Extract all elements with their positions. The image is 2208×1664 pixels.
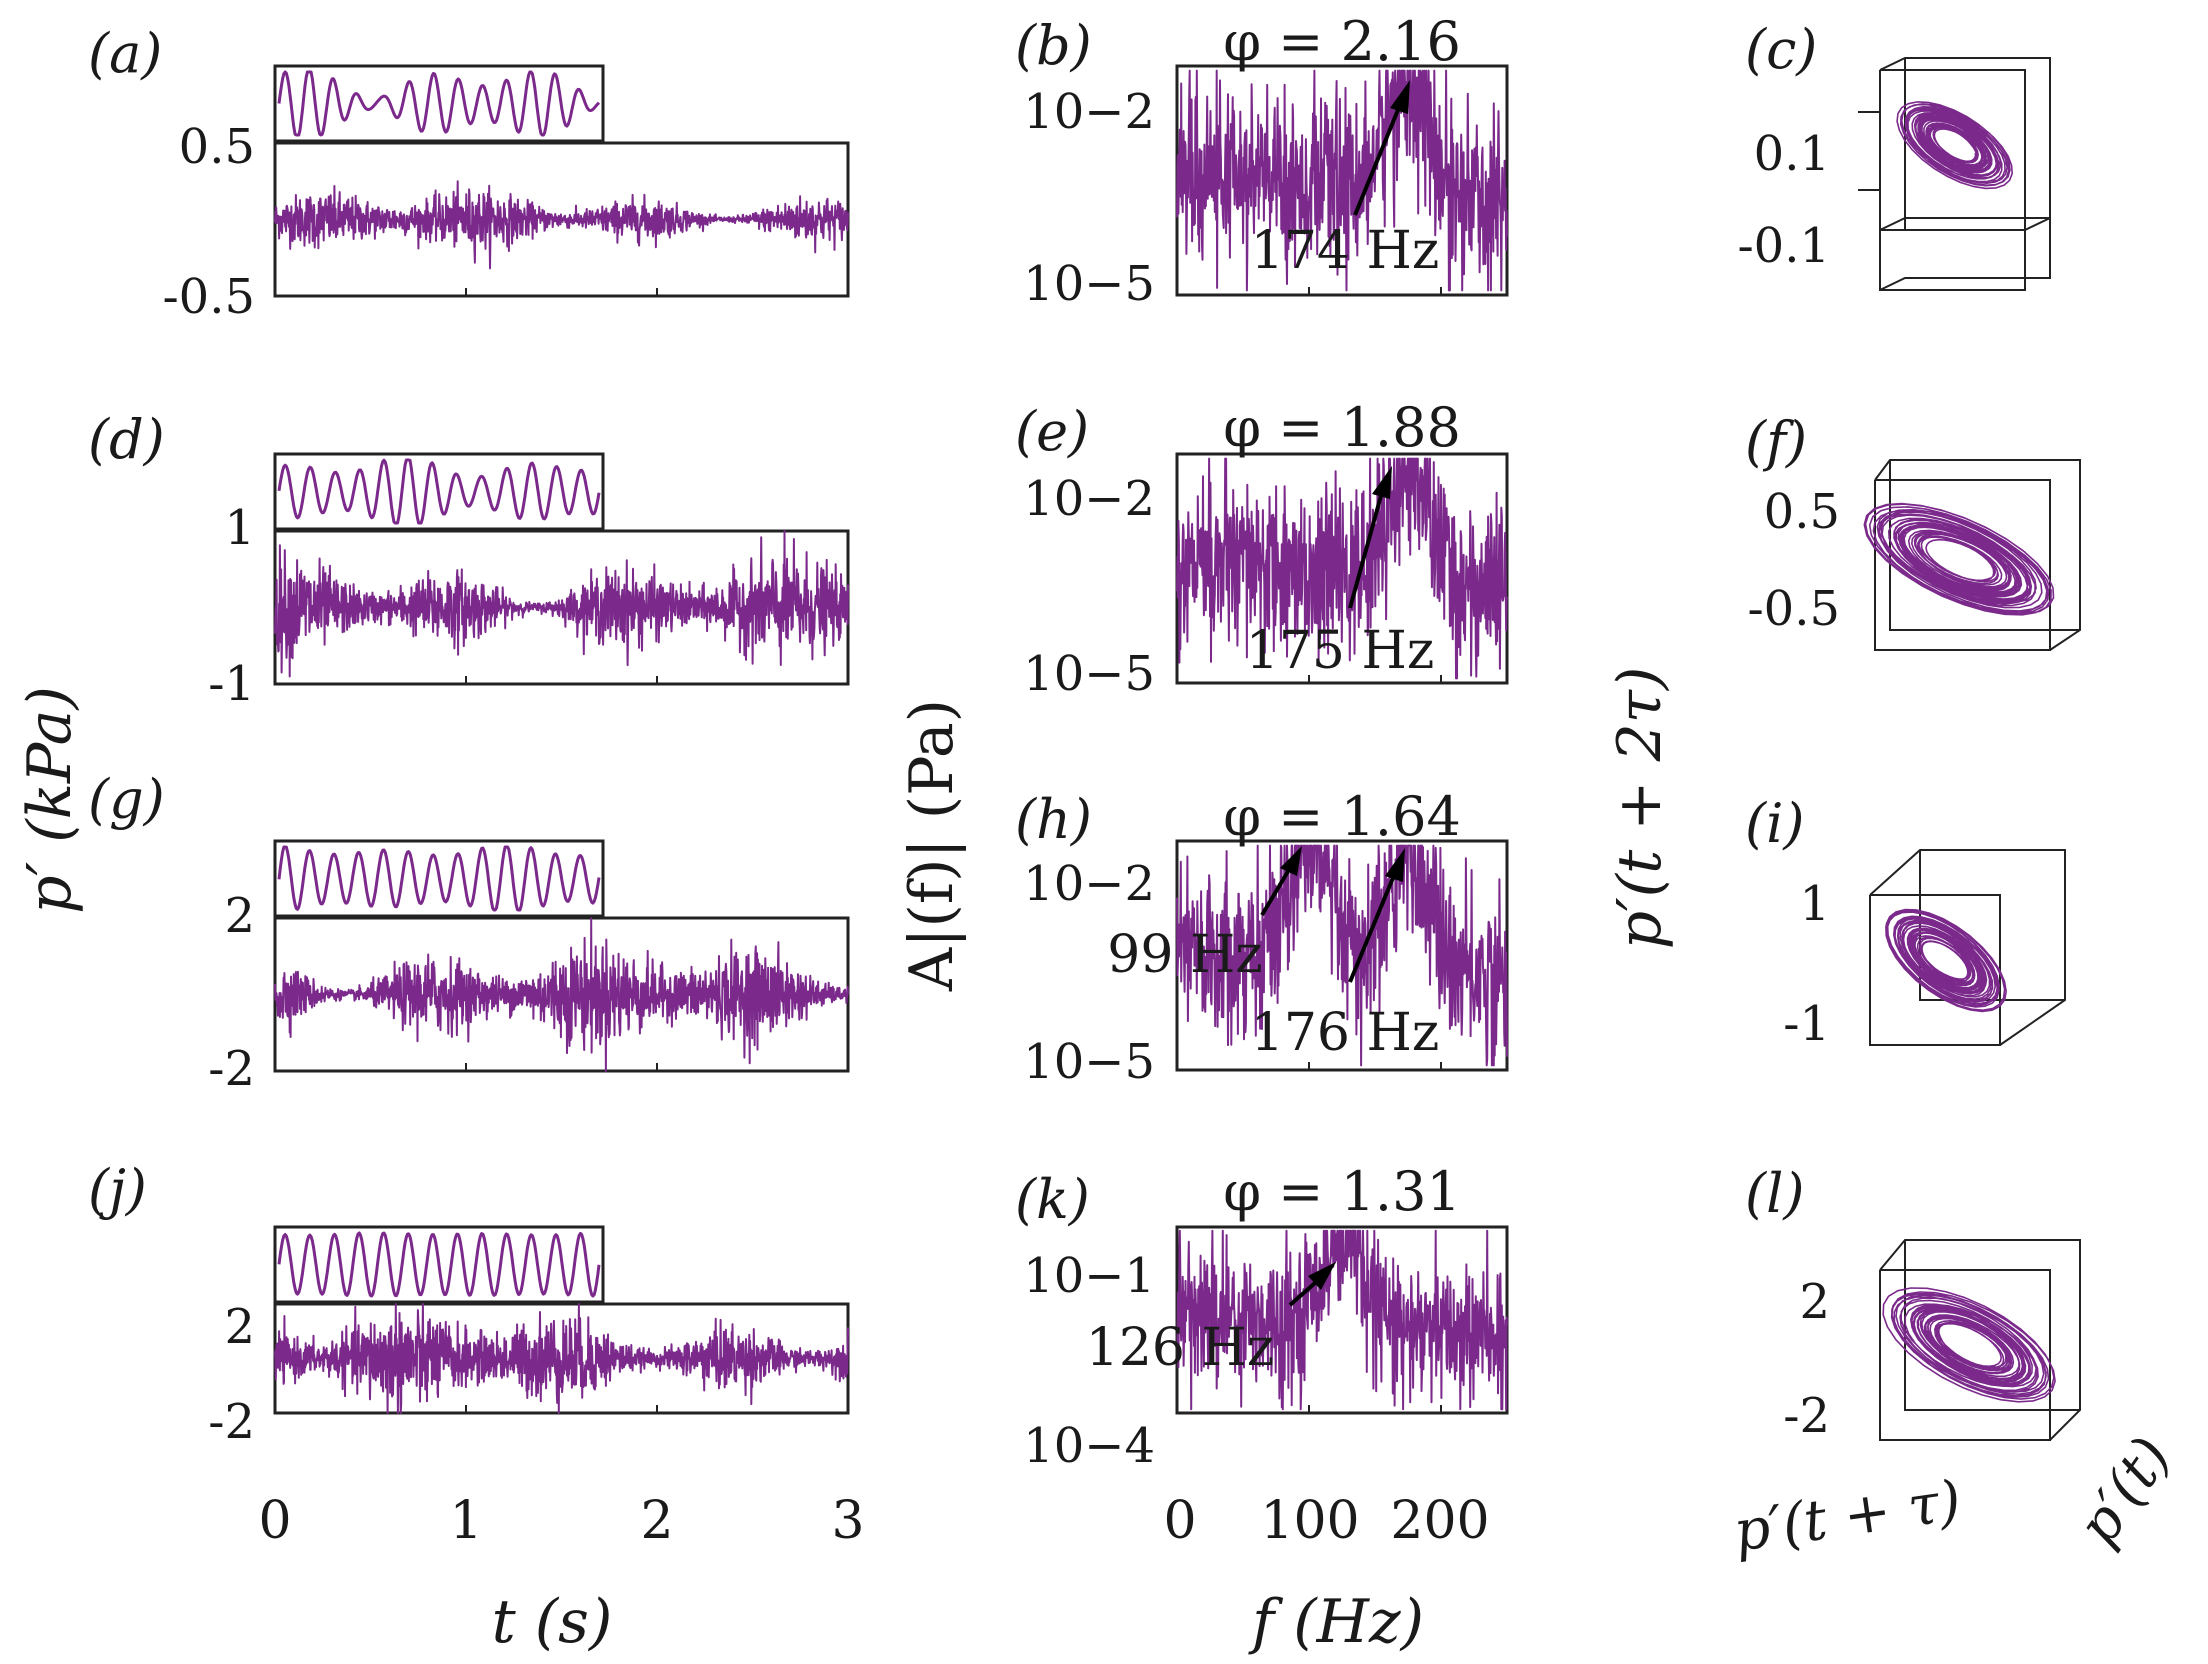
phase-depth-axis-label: p′(t) [2065, 1426, 2184, 1557]
ztick-l-top: 2 [1799, 1274, 1830, 1330]
annotation-e: 175 Hz [1246, 621, 1435, 681]
spectrum-k [1176, 1229, 1508, 1411]
panel-label-l: (l) [1745, 1162, 1804, 1225]
inset-frame-d [273, 452, 605, 531]
panel-label-i: (i) [1745, 792, 1804, 855]
phase-box-c [1879, 57, 2051, 231]
panel-label-a: (a) [88, 22, 162, 85]
arrowhead-k [1308, 1262, 1336, 1290]
inset-frame-a [273, 64, 605, 143]
ytick-k-bottom: 10−4 [1023, 1418, 1155, 1474]
ytick-k-top: 10−1 [1023, 1248, 1155, 1304]
time-series-j [274, 1303, 849, 1414]
xtick-freq-0: 0 [1163, 1491, 1196, 1551]
panel-label-h: (h) [1015, 788, 1092, 851]
arrow-e [1348, 491, 1384, 609]
phase-portrait-l [1882, 1287, 2056, 1403]
xtick-time-3: 3 [831, 1491, 864, 1551]
ztick-c-top: 0.1 [1754, 126, 1830, 182]
panel-label-d: (d) [88, 408, 165, 471]
phase-portrait-i [1885, 908, 2007, 1013]
title-h: φ = 1.64 [1223, 785, 1461, 848]
ytick-e-top: 10−2 [1023, 471, 1155, 527]
arrowhead-e [1372, 466, 1392, 499]
spectrum-b [1176, 69, 1508, 292]
phase-y-axis-label: p′(t + 2τ) [1605, 667, 1675, 950]
arrow-h-176 [1348, 872, 1397, 983]
time-series-g [274, 917, 849, 1072]
inset-series-d [277, 458, 601, 525]
ztick-l-bottom: -2 [1783, 1388, 1830, 1444]
arrowhead-h-176 [1385, 848, 1405, 882]
phase-portrait-f [1863, 502, 2055, 616]
ytick-a-bottom: -0.5 [162, 269, 255, 325]
arrowhead-b [1390, 80, 1410, 114]
ztick-c-bottom: -0.1 [1737, 218, 1830, 274]
ztick-i-bottom: -1 [1783, 996, 1830, 1052]
time-y-axis-label: p′ (kPa) [15, 686, 85, 914]
panel-label-b: (b) [1015, 14, 1092, 77]
ytick-h-top: 10−2 [1023, 856, 1155, 912]
ytick-e-bottom: 10−5 [1023, 646, 1155, 702]
arrowhead-h-99 [1280, 846, 1302, 876]
time-series-d [274, 530, 849, 678]
phase-x-axis-label: p′(t + τ) [1730, 1469, 1965, 1565]
title-b: φ = 2.16 [1223, 10, 1461, 73]
arrow-h-99 [1260, 866, 1292, 917]
ztick-i-top: 1 [1799, 876, 1830, 932]
floor-c [1879, 218, 2026, 291]
xtick-time-1: 1 [449, 1491, 482, 1551]
arrow-k [1288, 1281, 1317, 1307]
ztick-f-top: 0.5 [1764, 484, 1840, 540]
ytick-b-bottom: 10−5 [1023, 256, 1155, 312]
ytick-d-top: 1 [224, 500, 255, 556]
annotation-h-176: 176 Hz [1251, 1003, 1440, 1063]
arrow-b [1353, 104, 1402, 216]
spectrum-e [1176, 457, 1508, 680]
title-k: φ = 1.31 [1223, 1160, 1461, 1223]
ytick-d-bottom: -1 [208, 656, 255, 712]
annotation-k: 126 Hz [1086, 1318, 1275, 1378]
ytick-h-bottom: 10−5 [1023, 1034, 1155, 1090]
inset-series-j [277, 1231, 601, 1298]
ytick-a-top: 0.5 [179, 119, 255, 175]
panel-label-f: (f) [1745, 410, 1807, 473]
annotation-h-99: 99 Hz [1107, 925, 1262, 985]
ytick-j-top: 2 [224, 1299, 255, 1355]
panel-label-g: (g) [88, 768, 165, 831]
annotation-b: 174 Hz [1251, 221, 1440, 281]
ytick-g-top: 2 [224, 888, 255, 944]
inset-series-g [277, 845, 601, 912]
panel-label-e: (e) [1015, 400, 1089, 463]
xtick-time-2: 2 [640, 1491, 673, 1551]
spectrum-y-axis-label: A|(f)| (Pa) [897, 699, 967, 992]
time-x-axis-label: t (s) [492, 1587, 613, 1657]
ytick-b-top: 10−2 [1023, 84, 1155, 140]
xtick-time-0: 0 [258, 1491, 291, 1551]
title-e: φ = 1.88 [1223, 396, 1461, 459]
ytick-g-bottom: -2 [208, 1041, 255, 1097]
panel-label-c: (c) [1745, 18, 1817, 81]
floor-back-c [1879, 218, 2051, 291]
panel-label-k: (k) [1015, 1168, 1090, 1231]
inset-frame-g [273, 839, 605, 918]
spectrum-x-axis-label: f (Hz) [1248, 1587, 1424, 1657]
xtick-freq-100: 100 [1260, 1491, 1359, 1551]
phase-box-i [1869, 849, 2066, 1046]
phase-portrait-c [1896, 101, 2013, 190]
ztick-f-bottom: -0.5 [1747, 581, 1840, 637]
spectrum-h [1176, 844, 1508, 1067]
xtick-freq-200: 200 [1390, 1491, 1489, 1551]
ytick-j-bottom: -2 [208, 1394, 255, 1450]
inset-series-a [277, 70, 601, 137]
tick-marks [274, 287, 1442, 1413]
inset-frame-j [273, 1225, 605, 1304]
time-series-a [274, 180, 849, 270]
panel-label-j: (j) [88, 1158, 147, 1221]
